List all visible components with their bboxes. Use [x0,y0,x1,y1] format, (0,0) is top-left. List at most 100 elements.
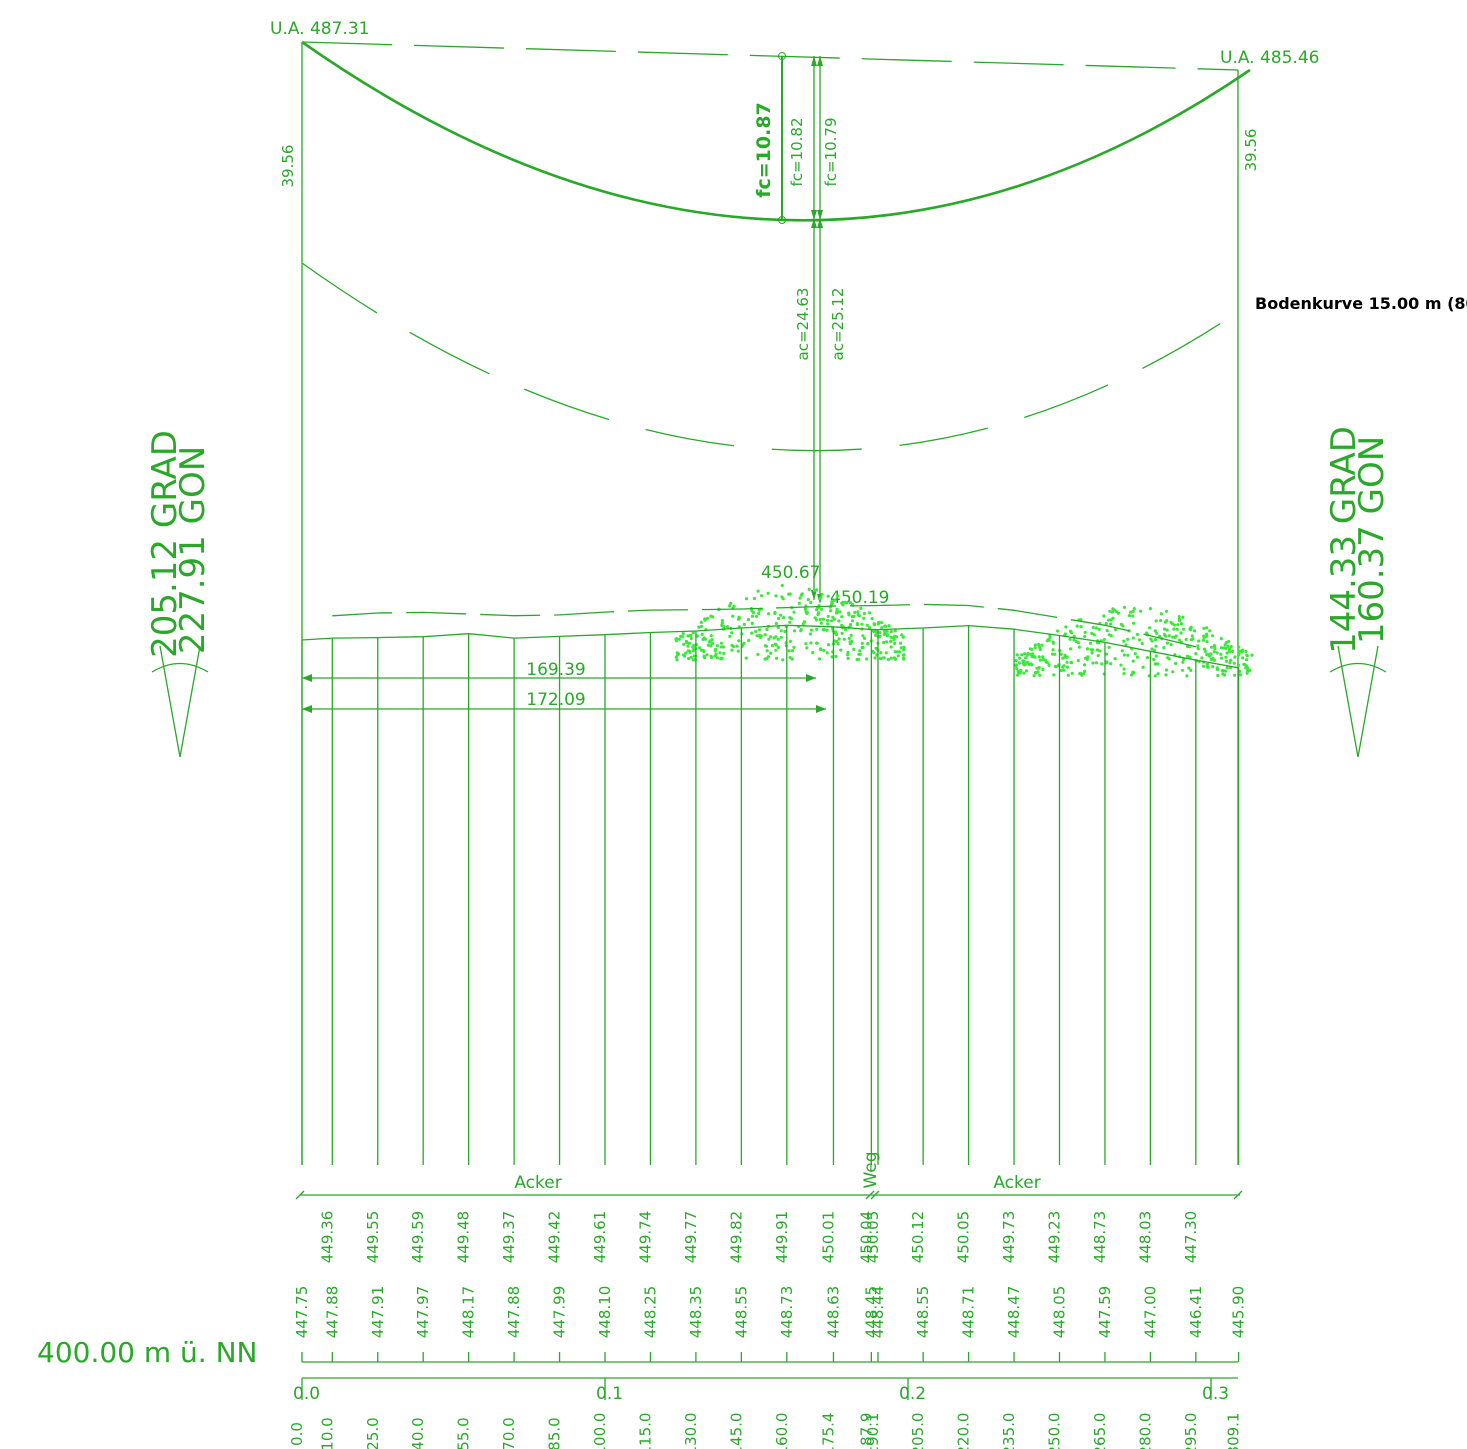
vegetation-dot [1154,644,1158,648]
support-height: U.A. 487.31 [270,19,369,39]
vegetation-dot [730,643,734,647]
vegetation-dot [779,635,783,640]
vegetation-dot [1171,635,1175,639]
vegetation-dot [1225,651,1229,655]
vegetation-dot [1096,654,1100,658]
vegetation-dot [1244,649,1248,654]
vegetation-dot [1215,651,1219,655]
vegetation-dot [1191,637,1195,641]
vegetation-dot [1041,667,1045,672]
vegetation-dot [1022,671,1026,675]
point-height: 450.67 [761,563,820,583]
vegetation-dot [1104,621,1108,626]
vegetation-dot [750,621,754,626]
vegetation-dot [719,645,724,649]
vegetation-dot [860,641,864,646]
vegetation-dot [835,607,839,612]
vegetation-dot [862,616,866,620]
vegetation-dot [710,641,715,646]
span-height: 39.56 [1242,129,1260,172]
vegetation-dot [742,641,746,645]
vegetation-dot [1029,662,1033,666]
angle-symbol [1329,645,1387,758]
vegetation-dot [1122,639,1126,643]
vegetation-dot [1222,673,1227,677]
km-label: 0.0 [293,1384,320,1404]
upper-line [332,603,1197,648]
vegetation-dot [884,651,888,655]
vegetation-dot [682,642,686,646]
vegetation-dot [713,649,717,653]
vegetation-dot [1154,619,1158,623]
terrain-line [301,624,1239,669]
conductor-curve [301,40,1251,222]
vegetation-dot [1226,644,1230,649]
vegetation-dot [1091,625,1095,630]
sag-label: fc=10.82 [788,117,806,186]
vegetation-dot [1211,634,1215,638]
vegetation-dot [766,655,771,659]
upper-height: 449.37 [500,1211,518,1264]
ground-height: 448.73 [778,1286,796,1339]
vegetation-dot [691,631,695,635]
vegetation-dot [682,653,686,657]
vegetation-dot [855,657,859,662]
vegetation-dot [1205,626,1209,630]
vegetation-dot [779,629,783,633]
vegetation-dot [1189,668,1193,673]
vegetation-dot [1174,661,1178,666]
ground-height: 446.41 [1187,1286,1205,1339]
vegetation-dot [861,634,865,638]
vegetation-dot [1133,652,1137,656]
vegetation-dot [1053,664,1057,669]
vegetation-dot [1063,653,1067,657]
vegetation-dot [870,617,874,621]
vegetation-dot [1244,666,1248,670]
vegetation-dot [883,631,887,635]
vegetation-dot [730,631,734,635]
station-label: 187.9 [857,1413,875,1449]
vegetation-dot [1155,631,1159,635]
vegetation-dot [1065,665,1070,669]
vegetation-dot [872,622,876,626]
vegetation-dot [1032,654,1036,658]
vegetation-dot [781,658,785,662]
vegetation-dot [1122,653,1126,657]
station-label: 160.0 [773,1413,791,1449]
vegetation-dot [808,632,813,636]
vegetation-dot [1105,629,1109,633]
vegetation-dot [850,602,855,606]
station-label: 295.0 [1182,1413,1200,1449]
vegetation-dot [714,652,718,656]
vegetation-dot [675,658,679,662]
ground-height: 448.47 [1005,1286,1023,1339]
vegetation-dot [774,648,778,652]
vegetation-dot [872,651,876,655]
upper-height: 449.23 [1046,1211,1064,1264]
vegetation-dot [1164,609,1169,613]
vegetation-dot [1221,668,1225,673]
vegetation-dot [1188,655,1192,659]
vegetation-dot [818,617,822,622]
vegetation-dot [1023,662,1027,667]
vegetation-dot [799,627,803,632]
vegetation-dot [750,609,754,613]
vegetation-dot [1062,664,1066,668]
ground-height: 448.63 [824,1286,842,1339]
km-label: 0.1 [596,1384,623,1404]
vegetation-dot [1184,637,1188,642]
vegetation-dot [1119,663,1123,667]
vegetation-dot [1202,626,1206,630]
vegetation-dot [836,642,840,646]
vegetation-dot [1094,626,1098,630]
vegetation-dot [876,622,880,626]
vegetation-dot [1229,658,1233,662]
ground-height: 447.00 [1141,1286,1159,1339]
vegetation-dot [779,613,783,617]
vegetation-dot [846,656,850,661]
vegetation-dot [776,625,780,630]
vegetation-dot [674,639,679,643]
vegetation-dot [720,623,724,628]
vegetation-dot [1250,653,1254,657]
vegetation-dot [880,621,884,625]
